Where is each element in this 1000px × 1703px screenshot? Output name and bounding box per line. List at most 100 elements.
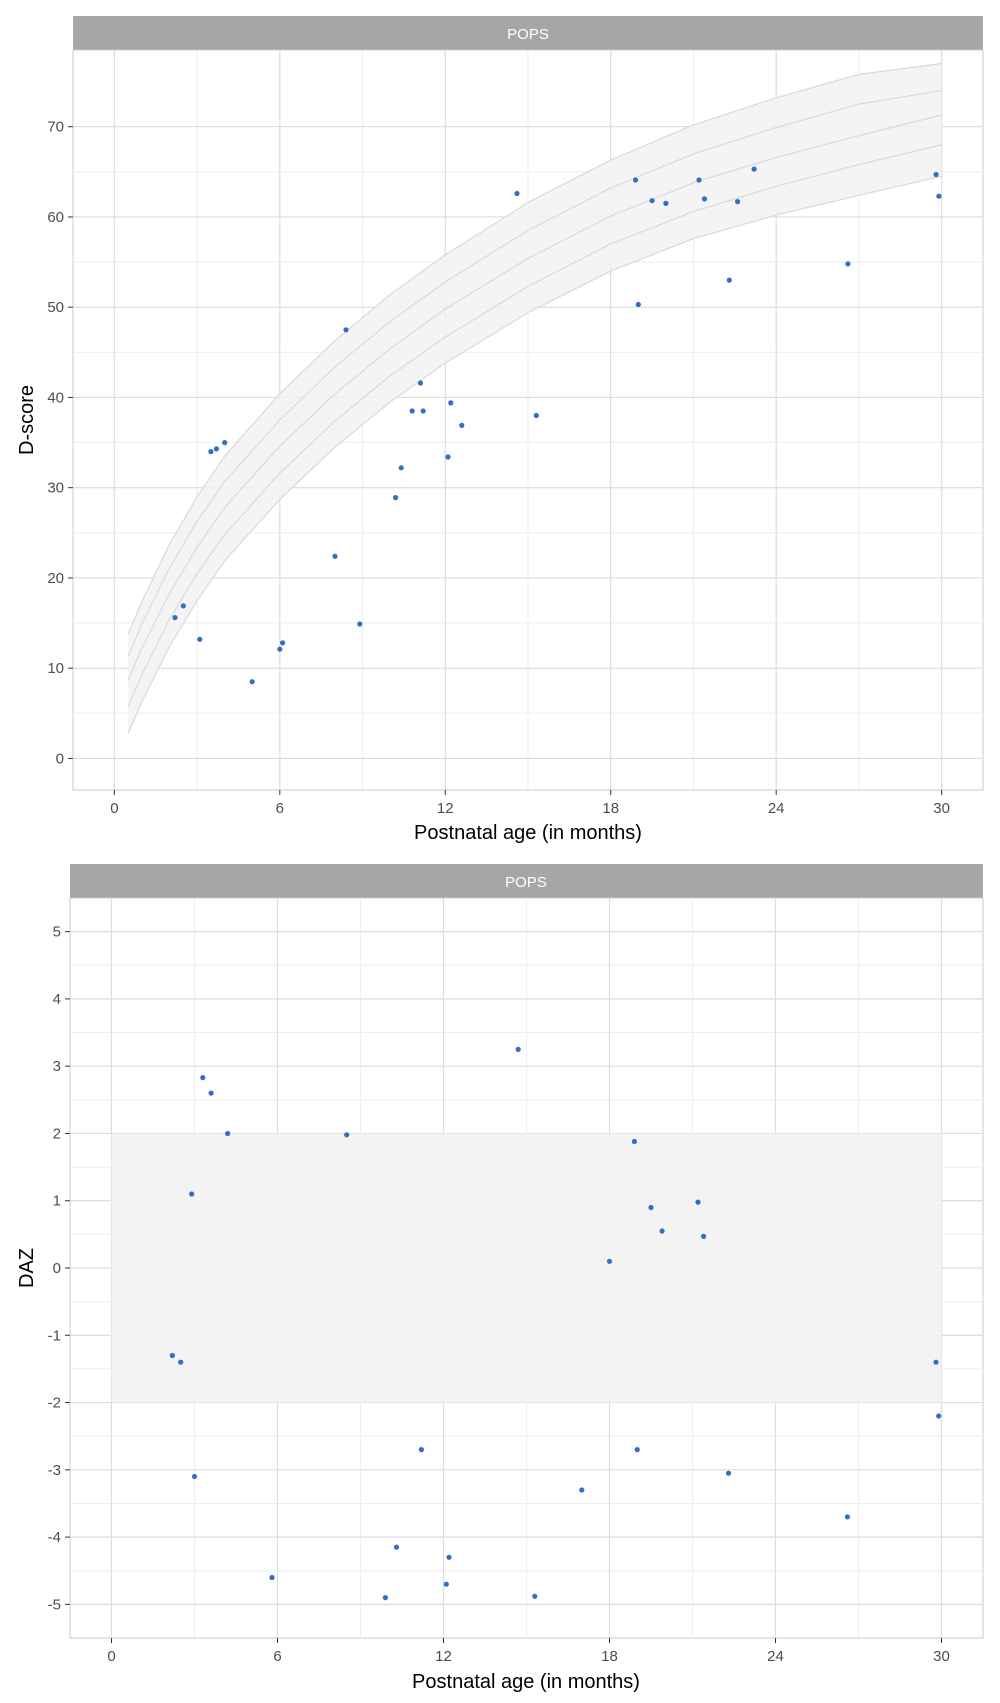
data-point	[344, 1132, 350, 1138]
reference-band-area	[128, 63, 942, 734]
data-point	[208, 449, 214, 455]
data-point	[936, 1413, 942, 1419]
data-point	[659, 1228, 665, 1234]
y-tick-label: 2	[53, 1125, 61, 1142]
data-point	[169, 1352, 175, 1359]
x-tick-label: 30	[933, 1648, 950, 1665]
data-point	[409, 408, 415, 414]
data-point	[332, 553, 338, 559]
data-point	[696, 177, 702, 183]
x-tick-label: 6	[276, 800, 284, 817]
x-tick-label: 24	[768, 800, 785, 817]
data-point	[357, 621, 363, 627]
y-tick-label: -5	[48, 1596, 61, 1613]
x-tick-label: 12	[435, 1648, 452, 1665]
x-tick-label: 0	[107, 1648, 115, 1665]
y-tick-label: 1	[53, 1193, 61, 1210]
data-point	[844, 1514, 851, 1520]
x-tick-label: 0	[110, 800, 118, 817]
data-point	[845, 261, 851, 267]
data-point	[606, 1258, 613, 1264]
data-point	[514, 190, 520, 197]
reference-curve	[127, 114, 942, 681]
x-axis: 0 6 12 18 24 30	[107, 1638, 950, 1665]
reference-curve	[127, 62, 942, 635]
facet-strip-label: POPS	[505, 874, 547, 891]
y-axis: -5 -4 -3 -2 -1 0 1 2 3 4 5	[48, 924, 70, 1613]
data-point	[726, 277, 732, 283]
data-point	[515, 1046, 521, 1052]
data-point	[269, 1574, 275, 1581]
data-point	[189, 1191, 195, 1197]
data-point	[382, 1595, 388, 1601]
data-point	[695, 1199, 701, 1205]
data-point	[200, 1075, 206, 1081]
y-tick-label: 20	[47, 570, 64, 587]
y-tick-label: 40	[47, 389, 64, 406]
data-point	[448, 400, 454, 406]
data-points	[169, 1046, 942, 1601]
data-point	[933, 1359, 939, 1365]
data-point	[648, 1204, 654, 1211]
reference-curve	[127, 175, 942, 734]
y-axis-title: DAZ	[16, 1248, 38, 1288]
data-point	[443, 1581, 449, 1587]
y-tick-label: 3	[53, 1058, 61, 1075]
y-tick-label: 10	[47, 660, 64, 677]
y-tick-label: -4	[48, 1529, 61, 1546]
facet-strip	[70, 864, 983, 898]
x-axis-title: Postnatal age (in months)	[414, 822, 642, 844]
data-point	[751, 166, 757, 172]
data-point	[208, 1090, 214, 1096]
x-tick-label: 30	[933, 800, 950, 817]
data-point	[418, 1447, 424, 1453]
reference-band	[127, 62, 942, 734]
y-tick-label: 30	[47, 480, 64, 497]
x-tick-label: 18	[602, 800, 619, 817]
y-tick-label: -2	[48, 1395, 61, 1412]
data-point	[393, 1544, 400, 1550]
grid	[73, 50, 983, 790]
y-tick-label: -3	[48, 1462, 61, 1479]
y-tick-label: 4	[53, 991, 61, 1008]
data-point	[178, 1359, 184, 1365]
y-axis: 0 10 20 30 40 50 60 70	[47, 119, 73, 767]
data-point	[222, 440, 228, 446]
data-point	[936, 193, 942, 199]
x-tick-label: 12	[437, 800, 454, 817]
y-tick-label: 70	[47, 119, 64, 136]
data-point	[635, 301, 641, 308]
facet-strip	[73, 16, 983, 50]
reference-band	[111, 1133, 942, 1403]
y-tick-label: 0	[56, 750, 64, 767]
data-point	[277, 646, 283, 652]
y-tick-label: 50	[47, 299, 64, 316]
data-point	[579, 1487, 585, 1493]
data-point	[735, 199, 741, 205]
dscore-panel: POPS 0 10 20 30 40 50 60 70 0 6 12 18 24 30 Postnata…	[16, 16, 984, 844]
data-point	[417, 380, 424, 386]
data-point	[649, 198, 655, 204]
data-point	[701, 196, 708, 202]
data-point	[445, 454, 451, 460]
y-tick-label: 60	[47, 209, 64, 226]
x-axis-title: Postnatal age (in months)	[412, 1671, 640, 1693]
x-tick-label: 18	[601, 1648, 618, 1665]
data-point	[533, 412, 539, 419]
data-point	[632, 177, 639, 183]
data-point	[631, 1138, 638, 1145]
y-tick-label: -1	[48, 1327, 61, 1344]
data-point	[197, 636, 203, 642]
data-point	[446, 1554, 452, 1560]
data-point	[213, 446, 219, 452]
data-point	[663, 200, 669, 206]
facet-strip-label: POPS	[507, 26, 549, 43]
data-point	[249, 679, 255, 685]
x-tick-label: 24	[767, 1648, 784, 1665]
y-axis-title: D-score	[16, 385, 38, 455]
reference-band-area	[111, 1133, 942, 1403]
reference-curve	[127, 90, 942, 657]
data-point	[420, 408, 426, 414]
